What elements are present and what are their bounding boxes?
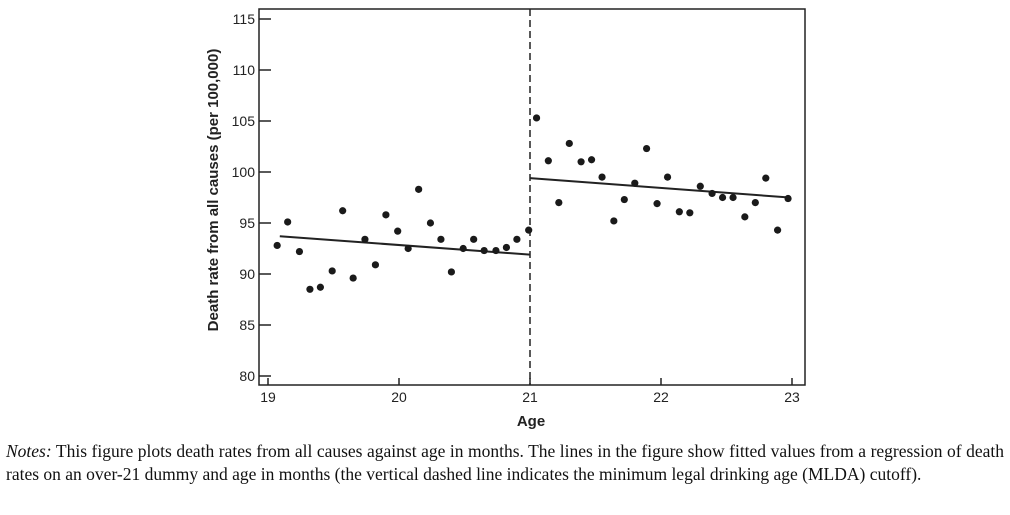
data-point (447, 268, 455, 276)
data-point (349, 274, 357, 282)
data-point (459, 244, 467, 253)
x-tick-label: 22 (653, 389, 669, 405)
y-tick-label: 85 (239, 317, 255, 333)
data-point (502, 243, 511, 252)
data-point (642, 144, 651, 153)
data-point (437, 235, 445, 243)
data-point (587, 156, 596, 164)
data-point (773, 226, 782, 234)
data-point (426, 219, 435, 227)
data-point (631, 179, 639, 187)
data-point (361, 235, 369, 243)
figure-caption: Notes: This figure plots death rates fro… (6, 440, 1004, 486)
data-point (316, 283, 324, 291)
data-point (598, 173, 606, 181)
x-tick-label: 21 (522, 389, 538, 405)
data-point (415, 185, 423, 193)
data-point (525, 226, 533, 234)
data-point (295, 247, 304, 256)
data-point (686, 209, 694, 217)
data-point (708, 189, 716, 198)
fitted-line-above-21 (529, 177, 790, 199)
data-point (577, 158, 585, 166)
y-tick-label: 95 (239, 215, 255, 231)
data-point (555, 199, 563, 207)
y-tick-label: 115 (233, 11, 256, 27)
data-point (480, 246, 488, 255)
data-point (306, 285, 314, 293)
data-point (741, 213, 749, 221)
data-point (394, 227, 402, 235)
notes-label: Notes: (6, 441, 52, 461)
data-point (470, 235, 478, 243)
data-point (328, 267, 336, 275)
data-point (620, 195, 628, 204)
data-point (492, 246, 500, 255)
data-point (675, 208, 683, 216)
x-tick-label: 20 (391, 389, 407, 405)
data-point (339, 207, 347, 215)
y-tick-label: 90 (239, 266, 255, 282)
data-point (382, 211, 390, 219)
data-point (273, 241, 281, 250)
plot-frame (258, 8, 806, 386)
y-tick-label: 105 (232, 113, 256, 129)
data-point (532, 114, 541, 122)
x-tick-label: 19 (260, 389, 276, 405)
caption-text: This figure plots death rates from all c… (6, 441, 1004, 484)
data-point (610, 217, 618, 225)
scatter-chart: 80 85 90 95 100 105 110 115 19 20 21 22 23 Age Deat… (205, 8, 806, 430)
y-tick-label: 100 (232, 164, 256, 180)
data-point (784, 194, 792, 203)
data-point (513, 235, 521, 243)
data-point (729, 193, 737, 202)
data-point (653, 200, 661, 208)
data-point (371, 261, 380, 269)
data-point (544, 157, 552, 165)
data-point (404, 244, 412, 253)
data-point (718, 193, 727, 202)
data-point (663, 173, 672, 181)
data-point (284, 218, 292, 226)
y-axis-label: Death rate from all causes (per 100,000) (205, 49, 222, 332)
data-point (751, 199, 759, 207)
y-tick-label: 80 (239, 368, 255, 384)
data-point (696, 182, 704, 190)
y-tick-label: 110 (233, 62, 256, 78)
data-point (565, 139, 573, 148)
data-point (762, 174, 770, 182)
fitted-line-below-21 (279, 235, 531, 256)
x-tick-label: 23 (784, 389, 800, 405)
x-axis-label: Age (517, 413, 545, 430)
